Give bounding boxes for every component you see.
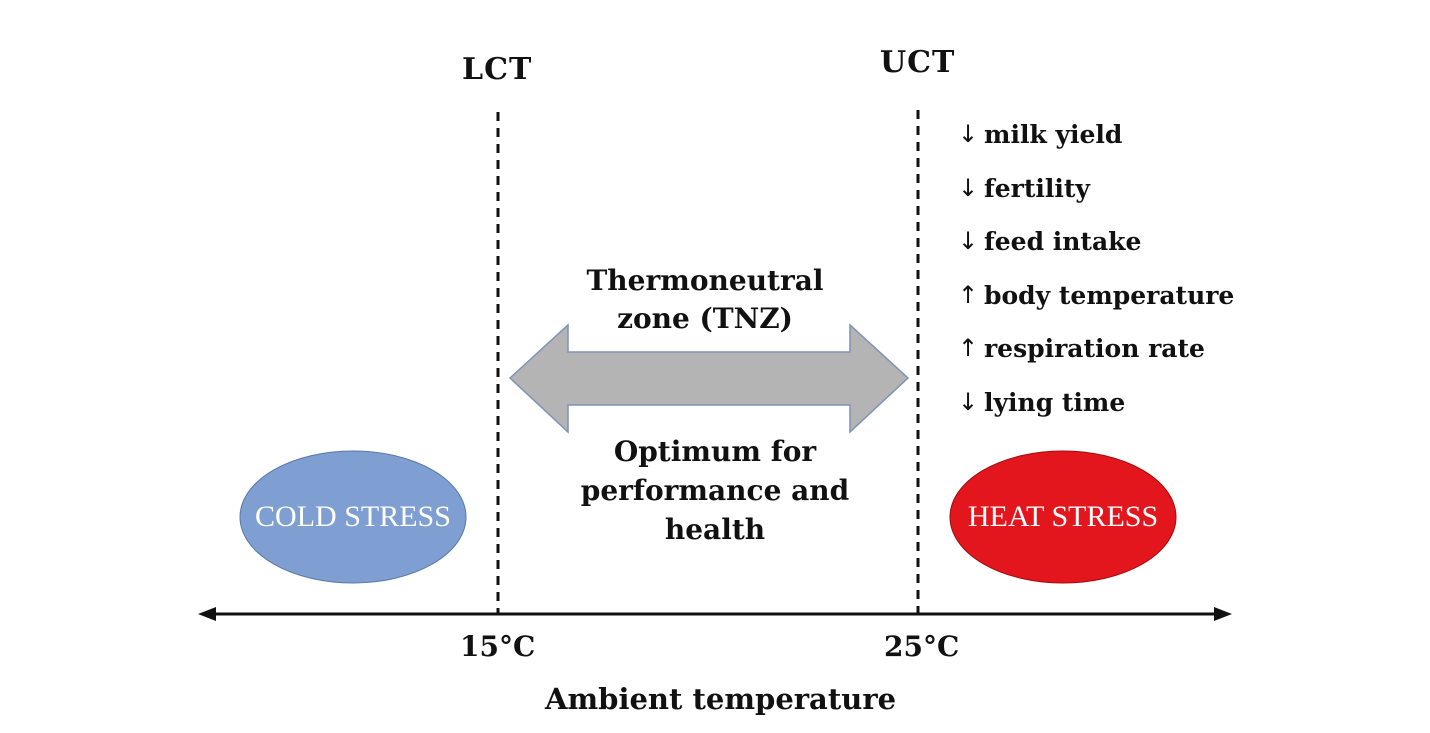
effect-item: ↓ fertility: [958, 174, 1234, 228]
effect-item: ↓ lying time: [958, 388, 1234, 442]
cold-stress-ellipse: [239, 450, 467, 584]
effect-label: respiration rate: [984, 334, 1205, 363]
up-arrow-icon: ↑: [958, 334, 979, 362]
effect-item: ↑ body temperature: [958, 281, 1234, 335]
effect-label: body temperature: [984, 280, 1235, 310]
uct-label: UCT: [880, 45, 956, 80]
heat-stress-effects-list: ↓ milk yield ↓ fertility ↓ feed intake ↑…: [958, 120, 1234, 441]
down-arrow-icon: ↓: [958, 227, 979, 255]
axis-title: Ambient temperature: [545, 682, 897, 716]
effect-item: ↓ feed intake: [958, 227, 1234, 281]
axis-right-arrowhead: [1214, 607, 1232, 621]
down-arrow-icon: ↓: [958, 387, 979, 416]
effect-item: ↑ respiration rate: [958, 334, 1234, 388]
effect-label: fertility: [984, 173, 1090, 203]
tnz-description: Optimum for performance and health: [580, 435, 850, 546]
down-arrow-icon: ↓: [958, 173, 979, 202]
heat-stress-ellipse: [949, 450, 1177, 584]
tick-label-25c: 25°C: [884, 630, 960, 663]
up-arrow-icon: ↑: [958, 280, 979, 309]
effect-item: ↓ milk yield: [958, 120, 1234, 174]
effect-label: feed intake: [984, 227, 1142, 256]
effect-label: milk yield: [984, 120, 1123, 149]
tnz-double-arrow: [508, 323, 910, 434]
cold-stress-label: COLD STRESS: [255, 500, 451, 533]
down-arrow-icon: ↓: [958, 120, 979, 148]
heat-stress-label: HEAT STRESS: [967, 500, 1159, 533]
axis-left-arrowhead: [198, 607, 216, 621]
effect-label: lying time: [984, 387, 1126, 417]
lct-label: LCT: [462, 52, 533, 87]
tick-label-15c: 15°C: [460, 630, 536, 663]
tnz-title: Thermoneutral zone (TNZ): [586, 264, 824, 335]
